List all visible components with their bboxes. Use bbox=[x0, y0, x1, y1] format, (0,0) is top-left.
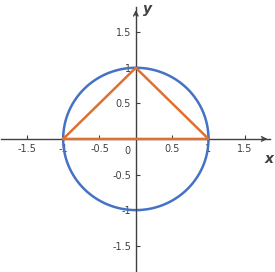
Text: 0: 0 bbox=[124, 146, 130, 156]
Text: x: x bbox=[264, 152, 273, 166]
Text: y: y bbox=[143, 2, 152, 16]
